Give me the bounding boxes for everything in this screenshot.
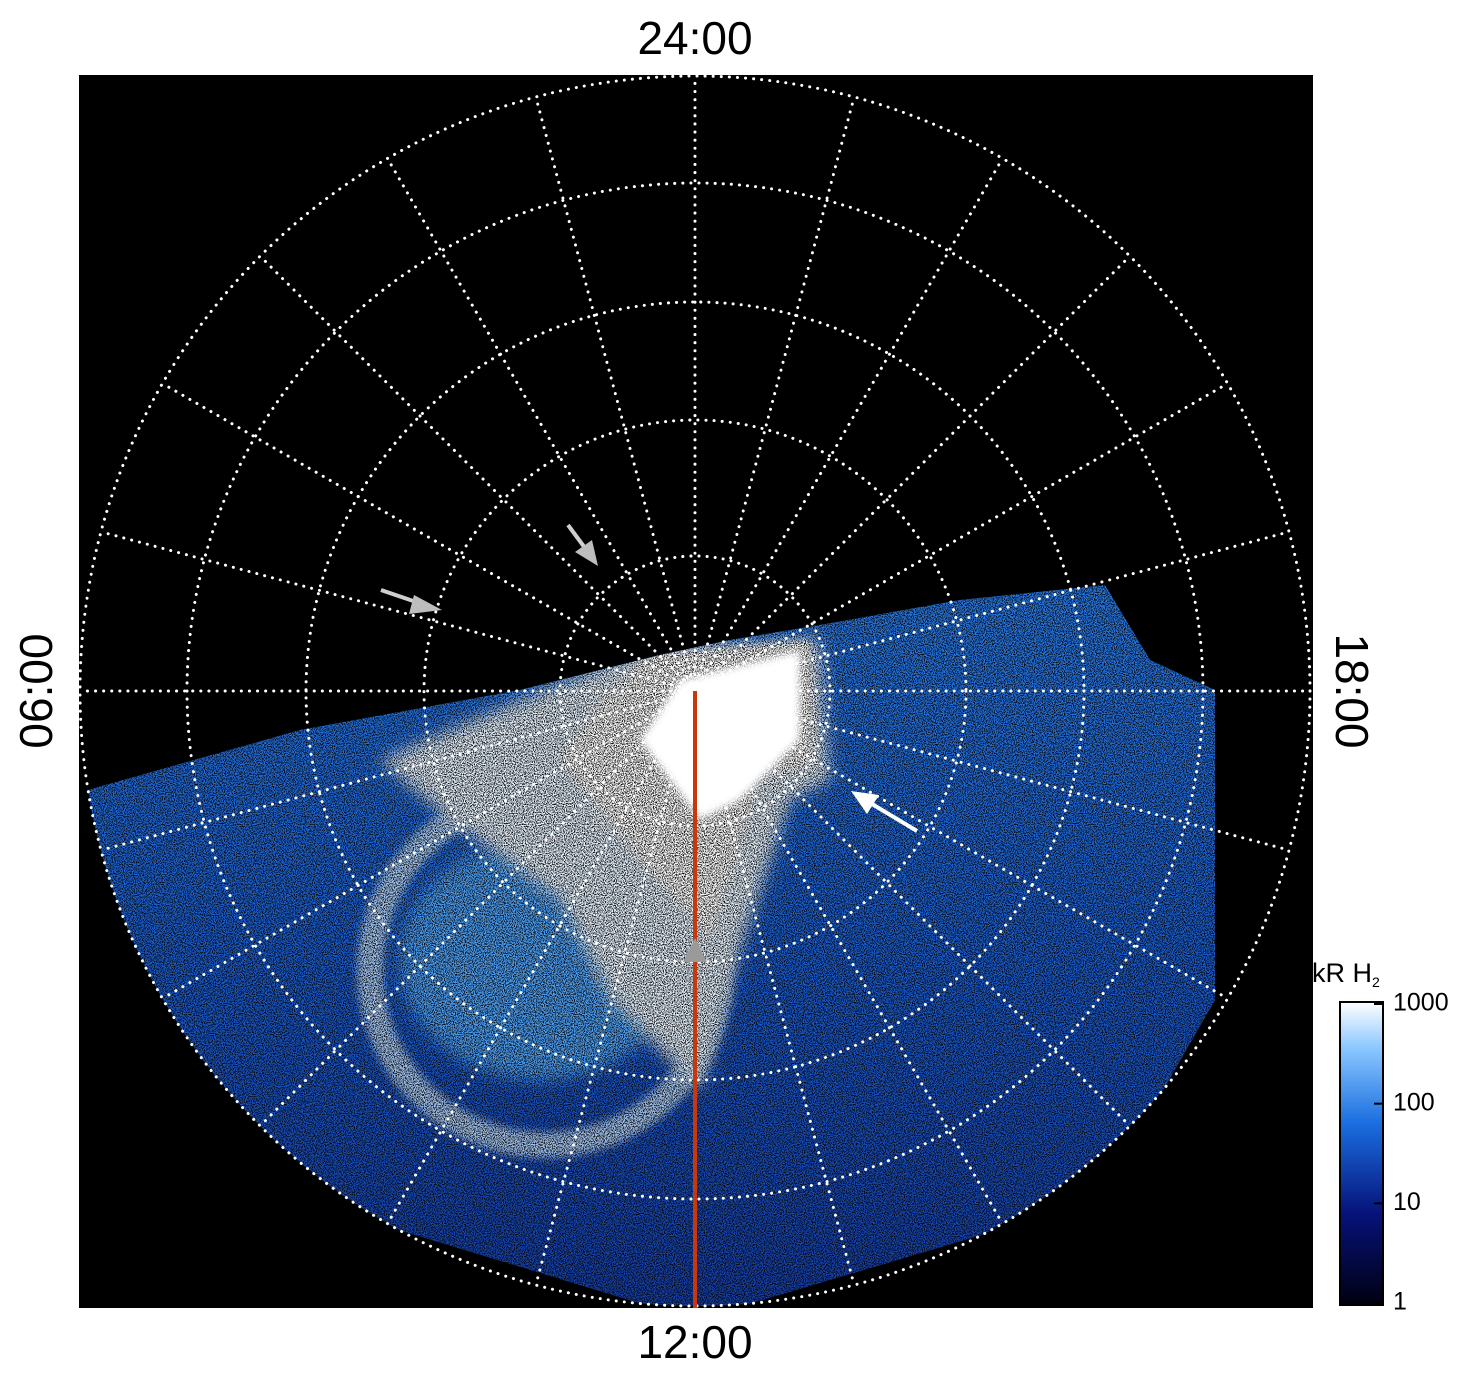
colorbar-title-main: kR H: [1312, 958, 1372, 988]
meridian: [160, 382, 697, 693]
latitude-circle: [185, 181, 1205, 1201]
colorbar-tick-label: 1000: [1393, 989, 1449, 1017]
meridian: [693, 530, 1291, 693]
colorbar-title: kR H2: [1312, 958, 1380, 990]
meridian: [99, 689, 697, 852]
meridian: [693, 689, 1291, 852]
meridian: [693, 689, 1132, 1128]
meridian: [693, 689, 856, 1287]
meridian: [99, 530, 697, 693]
meridian: [258, 689, 697, 1128]
meridian: [693, 254, 1132, 693]
colorbar-tick-label: 10: [1393, 1188, 1421, 1216]
meridian: [693, 689, 1004, 1226]
meridian: [693, 382, 1230, 693]
left-label: 06:00: [10, 633, 62, 748]
colorbar-tick-label: 1: [1393, 1288, 1407, 1316]
meridian: [693, 95, 856, 693]
meridian: [693, 689, 1230, 1000]
aurora: [80, 585, 1215, 1306]
meridian: [386, 156, 697, 693]
bottom-label: 12:00: [637, 1316, 752, 1368]
meridian: [534, 95, 697, 693]
colorbar-tick-label: 100: [1393, 1088, 1435, 1116]
meridian: [160, 689, 697, 1000]
meridian: [534, 689, 697, 1287]
arrowhead: [683, 938, 707, 962]
top-label: 24:00: [637, 12, 752, 64]
latitude-circle: [78, 74, 1312, 1308]
colorbar: [1339, 1001, 1384, 1306]
meridian: [258, 254, 697, 693]
coordinate-grid: [78, 74, 1312, 1308]
colorbar-title-sub: 2: [1372, 974, 1380, 990]
arrows: [380, 523, 919, 833]
right-label: 18:00: [1326, 633, 1378, 748]
latitude-circle: [422, 418, 968, 964]
meridian: [386, 689, 697, 1226]
meridian: [693, 156, 1004, 693]
